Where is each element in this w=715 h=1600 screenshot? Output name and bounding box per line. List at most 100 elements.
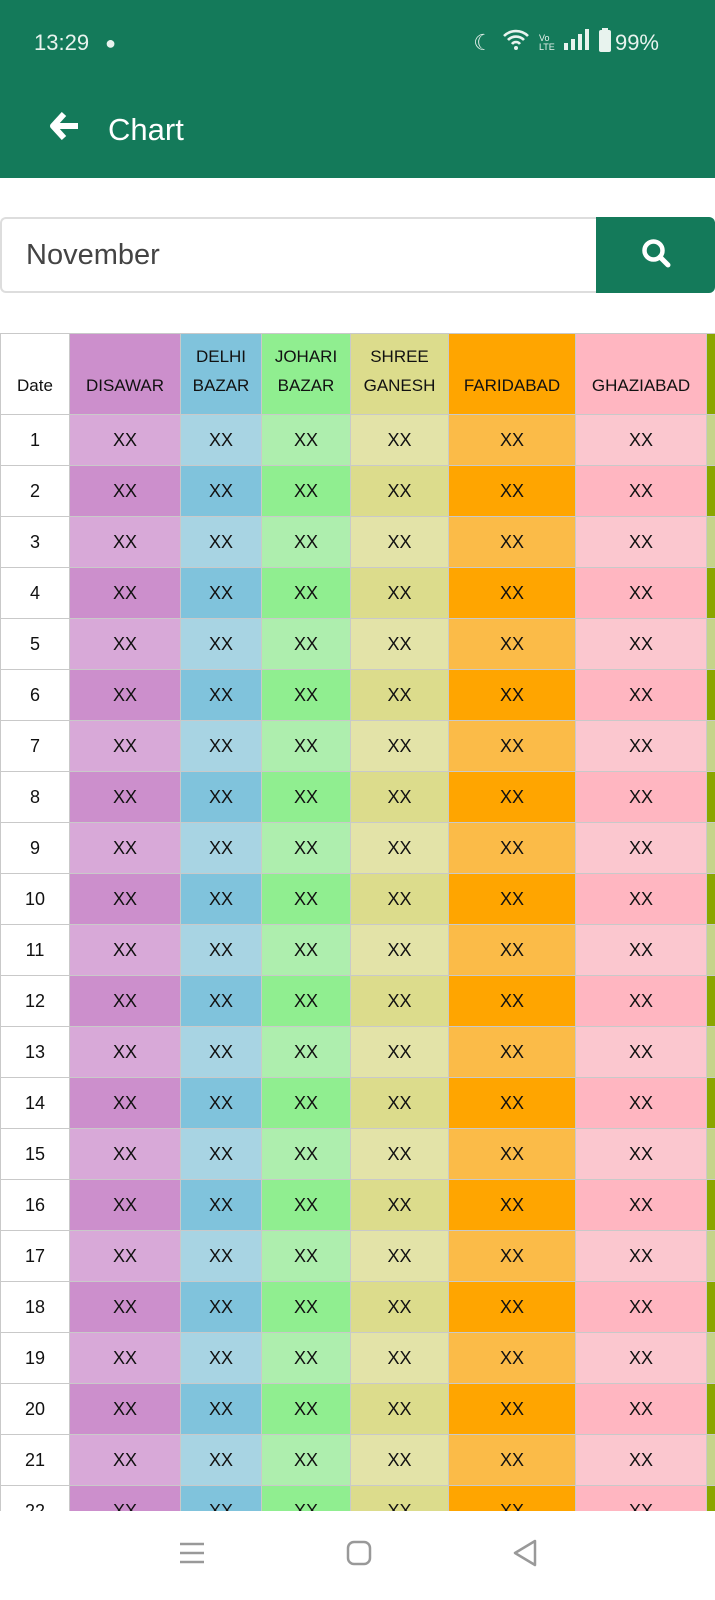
result-cell: XX: [575, 924, 707, 976]
result-cell: XX: [448, 669, 576, 721]
result-cell: [706, 516, 715, 568]
result-cell: [706, 1026, 715, 1078]
result-cell: XX: [261, 414, 351, 466]
date-cell: 6: [0, 669, 70, 721]
table-row: 21 XX XX XX XX XX XX: [0, 1434, 715, 1486]
search-button[interactable]: [596, 217, 715, 293]
result-cell: XX: [448, 1332, 576, 1384]
result-cell: XX: [448, 1485, 576, 1511]
result-cell: XX: [350, 1077, 449, 1129]
result-cell: [706, 822, 715, 874]
date-cell: 12: [0, 975, 70, 1027]
result-cell: XX: [350, 873, 449, 925]
result-cell: [706, 1230, 715, 1282]
result-cell: XX: [448, 618, 576, 670]
table-row: 11 XX XX XX XX XX XX: [0, 924, 715, 976]
result-cell: XX: [69, 873, 181, 925]
result-cell: XX: [575, 414, 707, 466]
table-row: 16 XX XX XX XX XX XX: [0, 1179, 715, 1231]
result-cell: XX: [69, 516, 181, 568]
result-cell: XX: [261, 516, 351, 568]
result-cell: XX: [350, 618, 449, 670]
result-cell: XX: [350, 924, 449, 976]
result-cell: XX: [69, 1332, 181, 1384]
date-cell: 2: [0, 465, 70, 517]
date-cell: 22: [0, 1485, 70, 1511]
table-row: 4 XX XX XX XX XX XX: [0, 567, 715, 619]
result-cell: XX: [448, 567, 576, 619]
date-cell: 10: [0, 873, 70, 925]
result-cell: XX: [350, 1434, 449, 1486]
result-cell: XX: [575, 1485, 707, 1511]
result-cell: XX: [448, 975, 576, 1027]
result-cell: XX: [69, 465, 181, 517]
result-cell: XX: [261, 1485, 351, 1511]
month-input[interactable]: November: [0, 217, 596, 293]
header-column: DELHI BAZAR: [180, 333, 262, 415]
result-cell: XX: [69, 1281, 181, 1333]
table-row: 13 XX XX XX XX XX XX: [0, 1026, 715, 1078]
chart-table-container[interactable]: Date DISAWAR DELHI BAZAR JOHARI BAZAR SHREE …: [0, 333, 715, 1511]
header-column: DISAWAR: [69, 333, 181, 415]
result-cell: XX: [448, 1026, 576, 1078]
back-icon[interactable]: [512, 1539, 538, 1572]
result-cell: [706, 618, 715, 670]
table-row: 17 XX XX XX XX XX XX: [0, 1230, 715, 1282]
result-cell: XX: [350, 567, 449, 619]
result-cell: XX: [261, 1077, 351, 1129]
result-cell: XX: [261, 618, 351, 670]
result-cell: XX: [180, 1077, 262, 1129]
result-cell: XX: [69, 1128, 181, 1180]
result-cell: XX: [180, 1434, 262, 1486]
result-cell: XX: [350, 516, 449, 568]
result-cell: XX: [575, 771, 707, 823]
result-cell: XX: [575, 1281, 707, 1333]
date-cell: 11: [0, 924, 70, 976]
result-cell: [706, 975, 715, 1027]
result-cell: XX: [69, 1383, 181, 1435]
header-column: FARIDABAD: [448, 333, 576, 415]
table-header-row: Date DISAWAR DELHI BAZAR JOHARI BAZAR SHREE …: [0, 333, 715, 415]
table-row: 19 XX XX XX XX XX XX: [0, 1332, 715, 1384]
month-search: November: [0, 217, 715, 293]
result-cell: [706, 1179, 715, 1231]
result-cell: XX: [575, 1179, 707, 1231]
result-cell: XX: [69, 1230, 181, 1282]
result-cell: XX: [350, 465, 449, 517]
result-cell: [706, 669, 715, 721]
menu-icon[interactable]: [178, 1541, 206, 1570]
result-cell: XX: [350, 720, 449, 772]
result-cell: XX: [261, 1026, 351, 1078]
result-cell: XX: [180, 771, 262, 823]
result-cell: XX: [448, 1281, 576, 1333]
home-icon[interactable]: [346, 1540, 372, 1571]
result-cell: [706, 924, 715, 976]
result-cell: [706, 1485, 715, 1511]
result-cell: XX: [69, 975, 181, 1027]
result-cell: XX: [261, 771, 351, 823]
result-cell: XX: [69, 1485, 181, 1511]
result-cell: XX: [261, 1281, 351, 1333]
result-cell: XX: [261, 465, 351, 517]
wifi-icon: [503, 29, 529, 57]
table-row: 1 XX XX XX XX XX XX: [0, 414, 715, 466]
result-cell: XX: [350, 1230, 449, 1282]
result-cell: XX: [448, 1077, 576, 1129]
result-cell: XX: [448, 1383, 576, 1435]
result-cell: XX: [448, 822, 576, 874]
result-cell: XX: [350, 1128, 449, 1180]
result-cell: XX: [575, 1230, 707, 1282]
result-cell: XX: [448, 771, 576, 823]
result-cell: XX: [575, 1332, 707, 1384]
date-cell: 7: [0, 720, 70, 772]
header-column: [706, 333, 715, 415]
result-cell: [706, 771, 715, 823]
result-cell: XX: [180, 1179, 262, 1231]
result-cell: XX: [350, 1179, 449, 1231]
table-row: 8 XX XX XX XX XX XX: [0, 771, 715, 823]
result-cell: XX: [180, 618, 262, 670]
table-row: 9 XX XX XX XX XX XX: [0, 822, 715, 874]
back-arrow-icon[interactable]: [50, 111, 80, 148]
result-cell: XX: [261, 1383, 351, 1435]
date-cell: 18: [0, 1281, 70, 1333]
